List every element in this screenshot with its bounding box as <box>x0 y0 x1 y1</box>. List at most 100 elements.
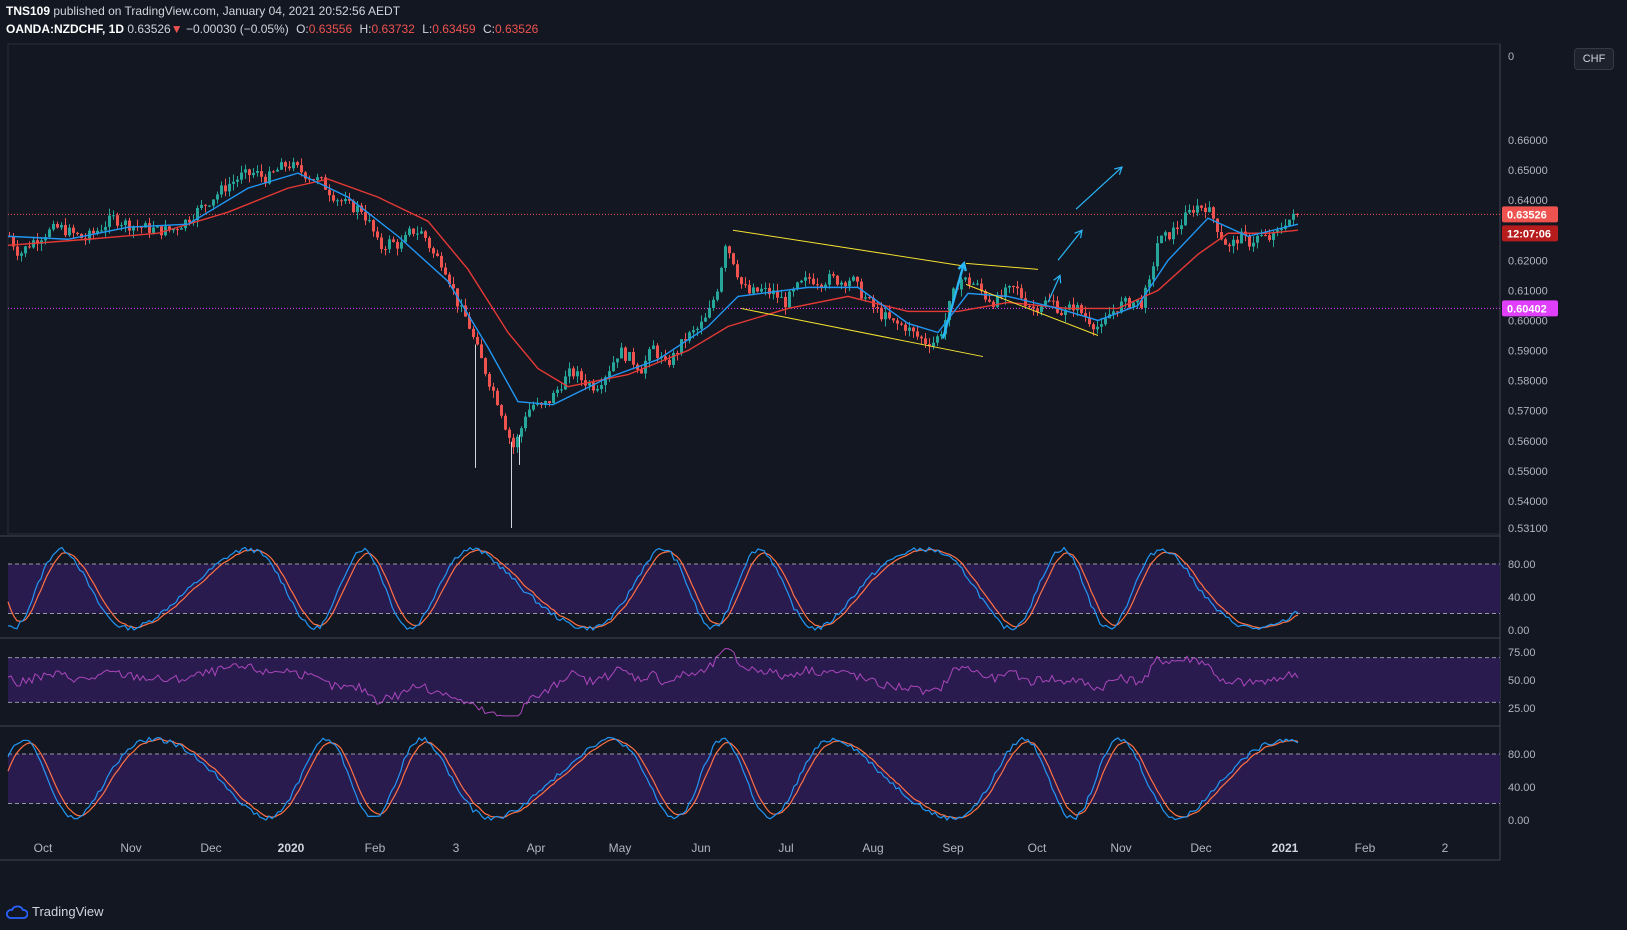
candle-body <box>528 409 531 417</box>
candle-body <box>980 283 983 292</box>
candle-body <box>1204 207 1207 213</box>
candle-body <box>516 436 519 448</box>
candle-body <box>632 352 635 365</box>
candle-body <box>176 229 179 231</box>
candle-body <box>1264 235 1267 237</box>
candle-body <box>100 230 103 232</box>
candle-body <box>144 223 147 228</box>
candle-body <box>940 334 943 337</box>
candle-body <box>988 299 991 302</box>
candle-body <box>596 389 599 391</box>
candle-body <box>728 246 731 254</box>
candle-body <box>1032 306 1035 309</box>
candle-body <box>572 368 575 377</box>
candle-body <box>160 226 163 236</box>
candle-body <box>1044 300 1047 307</box>
author-name[interactable]: TNS109 <box>6 4 51 18</box>
time-tick-label: Nov <box>1110 841 1131 855</box>
price-tick-label: 0.54000 <box>1508 496 1548 508</box>
candle-body <box>1068 304 1071 310</box>
candle-body <box>344 198 347 202</box>
candle-body <box>488 373 491 387</box>
candle-body <box>156 226 159 228</box>
time-tick-label: Feb <box>1355 841 1376 855</box>
candle-body <box>188 219 191 223</box>
time-tick-label: Jun <box>691 841 710 855</box>
candle-body <box>836 275 839 285</box>
candle-body <box>484 358 487 374</box>
candle-body <box>1276 230 1279 233</box>
candle-body <box>1076 305 1079 311</box>
candle-body <box>232 181 235 184</box>
price-tick-partial: 0 <box>1508 51 1514 63</box>
candle-body <box>392 239 395 242</box>
candle-body <box>548 400 551 404</box>
tradingview-cloud-icon <box>6 905 28 919</box>
low-label: L: <box>422 22 433 36</box>
candle-body <box>1232 239 1235 247</box>
candle-body <box>868 297 871 299</box>
price-tick-label: 0.53100 <box>1508 523 1548 535</box>
candle-body <box>220 185 223 195</box>
candle-body <box>688 332 691 341</box>
candle-body <box>780 296 783 298</box>
candle-body <box>256 171 259 173</box>
candle-body <box>600 385 603 390</box>
candle-body <box>260 171 263 177</box>
candle-body <box>616 358 619 363</box>
rsi-line <box>7 648 1299 717</box>
rsi-tick: 75.00 <box>1508 647 1536 659</box>
candle-body <box>92 230 95 234</box>
time-tick-label: 2 <box>1442 841 1449 855</box>
candle-body <box>472 328 475 337</box>
candle-body <box>1236 239 1239 244</box>
candle-body <box>876 307 879 309</box>
candle-body <box>676 352 679 354</box>
candle-body <box>288 166 291 169</box>
candle-body <box>320 177 323 179</box>
candle-body <box>792 288 795 292</box>
candle-body <box>1208 207 1211 213</box>
candle-body <box>844 282 847 287</box>
candle-body <box>764 287 767 289</box>
candle-body <box>272 171 275 173</box>
candle-body <box>36 240 39 244</box>
candle-body <box>884 312 887 320</box>
candle-body <box>748 284 751 294</box>
candle-body <box>1072 304 1075 311</box>
currency-button[interactable]: CHF <box>1574 48 1614 70</box>
projection-arrow-3-head <box>1114 166 1123 175</box>
candle-body <box>1200 205 1203 208</box>
candle-body <box>856 276 859 282</box>
symbol-label[interactable]: OANDA:NZDCHF, 1D <box>6 22 124 36</box>
candle-body <box>1012 285 1015 287</box>
candle-body <box>108 215 111 227</box>
candle-body <box>228 183 231 192</box>
candle-body <box>1020 288 1023 299</box>
candle-body <box>132 226 135 231</box>
price-tick-label: 0.66000 <box>1508 135 1548 147</box>
candle-body <box>300 165 303 173</box>
candle-body <box>12 236 15 247</box>
candle-body <box>120 225 123 227</box>
candle-body <box>408 228 411 235</box>
time-tick-label: Oct <box>1028 841 1047 855</box>
close-label: C: <box>482 22 495 36</box>
candle-body <box>1256 235 1259 243</box>
candle-body <box>692 330 695 333</box>
candle-body <box>68 227 71 236</box>
candle-body <box>720 267 723 292</box>
candle-body <box>1040 306 1043 312</box>
candle-body <box>1172 227 1175 240</box>
candle-body <box>364 211 367 221</box>
candle-body <box>428 237 431 249</box>
candle-body <box>168 226 171 231</box>
candle-body <box>628 352 631 361</box>
candle-body <box>148 223 151 233</box>
candle-body <box>640 369 643 374</box>
tradingview-footer[interactable]: TradingView <box>6 904 104 919</box>
candle-body <box>356 205 359 213</box>
candle-body <box>972 283 975 285</box>
candle-body <box>1052 300 1055 302</box>
